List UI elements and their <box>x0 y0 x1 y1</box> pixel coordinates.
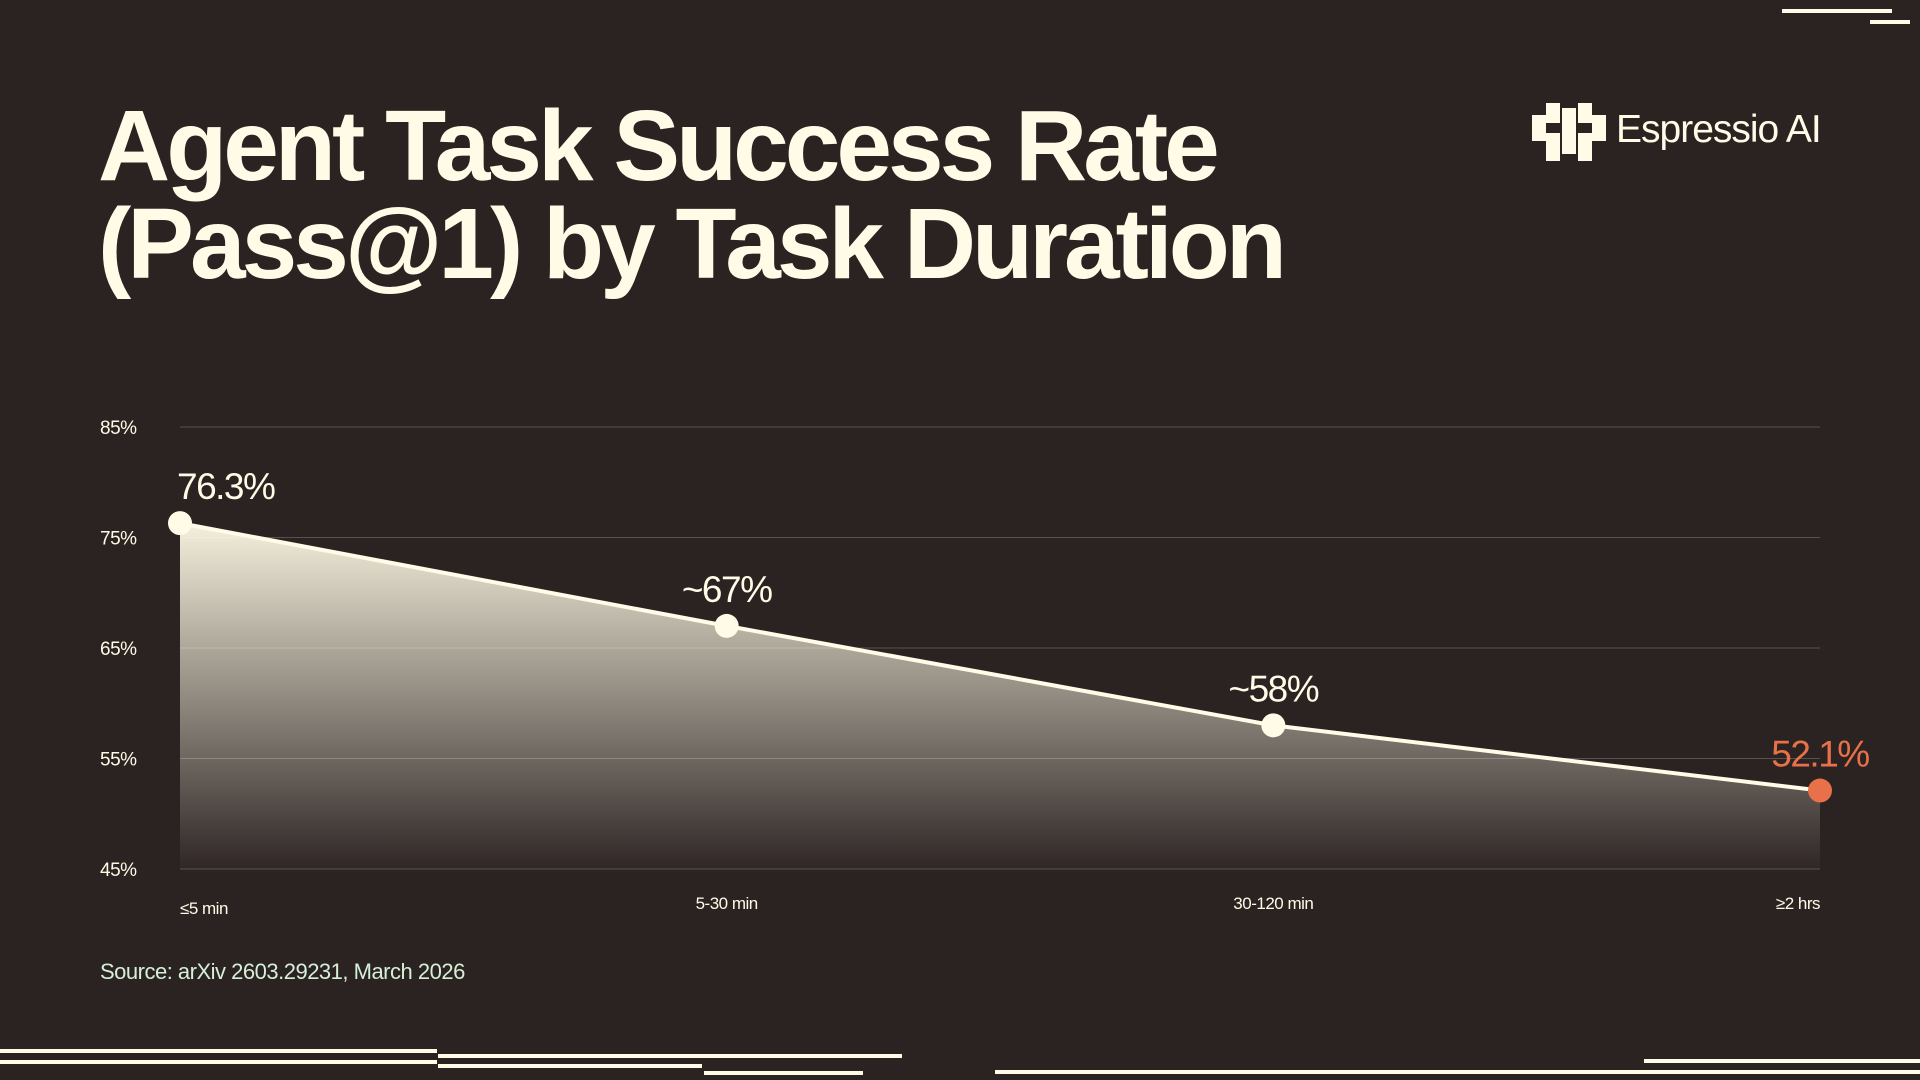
area-fill <box>180 523 1820 869</box>
data-label: ~58% <box>1228 668 1318 709</box>
decor-bottom <box>0 1049 1920 1075</box>
data-point <box>1808 778 1832 803</box>
x-tick-label: ≥2 hrs <box>1776 894 1820 913</box>
title-line: (Pass@1) by Task Duration <box>98 188 1283 300</box>
data-label: ~67% <box>682 569 772 610</box>
y-tick-label: 45% <box>100 860 137 881</box>
data-point <box>1261 713 1286 738</box>
source-note: Source: arXiv 2603.29231, March 2026 <box>100 959 465 984</box>
data-label: 52.1% <box>1771 734 1869 775</box>
y-tick-label: 85% <box>100 418 137 439</box>
x-tick-label: 30-120 min <box>1233 894 1313 913</box>
decor-top <box>1782 9 1910 24</box>
data-label: 76.3% <box>177 466 275 507</box>
data-point <box>168 511 192 536</box>
x-tick-label: ≤5 min <box>180 899 228 918</box>
logo-icon <box>1532 103 1606 161</box>
y-tick-label: 65% <box>100 639 137 660</box>
y-tick-label: 75% <box>100 529 137 550</box>
y-tick-label: 55% <box>100 750 137 771</box>
brand-name: Espressio AI <box>1616 108 1821 151</box>
data-point <box>714 613 739 638</box>
x-tick-label: 5-30 min <box>696 894 758 913</box>
title-line: Agent Task Success Rate <box>98 90 1217 202</box>
line <box>179 521 1821 793</box>
